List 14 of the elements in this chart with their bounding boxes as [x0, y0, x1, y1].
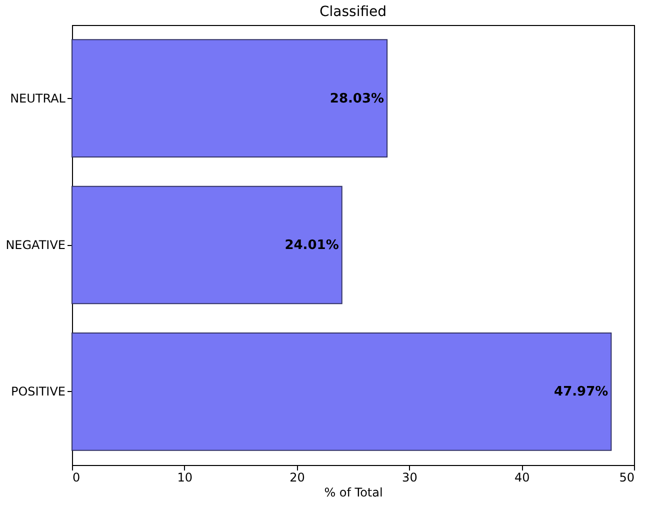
y-tick-label: POSITIVE [11, 384, 66, 399]
x-tick-label: 30 [402, 470, 418, 484]
x-tick-label: 20 [290, 470, 305, 484]
y-tick-label: NEUTRAL [10, 91, 66, 106]
chart-title: Classified [319, 4, 387, 20]
x-tick-label: 40 [514, 470, 530, 484]
x-tick-label: 0 [72, 470, 80, 484]
x-tick-label: 50 [619, 470, 634, 484]
data-label: 24.01% [284, 238, 339, 253]
data-label: 28.03% [330, 91, 384, 106]
x-tick-label: 10 [177, 470, 193, 484]
data-label: 47.97% [554, 384, 608, 400]
x-axis-title: % of Total [324, 486, 383, 500]
y-tick-label: NEGATIVE [6, 238, 66, 252]
